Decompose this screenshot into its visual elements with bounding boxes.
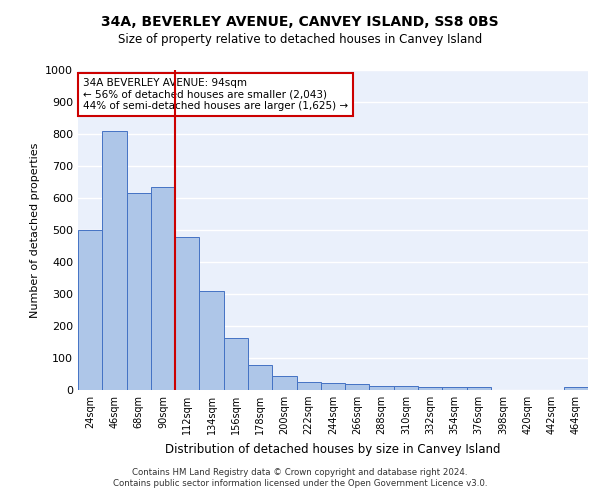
Bar — [151, 187, 175, 390]
Bar — [467, 388, 491, 390]
Bar — [102, 132, 127, 390]
Bar — [442, 388, 467, 390]
Text: 34A BEVERLEY AVENUE: 94sqm
← 56% of detached houses are smaller (2,043)
44% of s: 34A BEVERLEY AVENUE: 94sqm ← 56% of deta… — [83, 78, 348, 111]
Bar — [296, 382, 321, 390]
Bar — [78, 230, 102, 390]
Text: Size of property relative to detached houses in Canvey Island: Size of property relative to detached ho… — [118, 32, 482, 46]
Bar — [345, 384, 370, 390]
Bar — [418, 387, 442, 390]
Y-axis label: Number of detached properties: Number of detached properties — [29, 142, 40, 318]
Text: Contains HM Land Registry data © Crown copyright and database right 2024.
Contai: Contains HM Land Registry data © Crown c… — [113, 468, 487, 487]
Bar — [127, 193, 151, 390]
Bar — [175, 237, 199, 390]
Bar — [224, 338, 248, 390]
Text: 34A, BEVERLEY AVENUE, CANVEY ISLAND, SS8 0BS: 34A, BEVERLEY AVENUE, CANVEY ISLAND, SS8… — [101, 15, 499, 29]
Bar — [199, 292, 224, 390]
Bar — [394, 386, 418, 390]
Bar — [272, 376, 296, 390]
X-axis label: Distribution of detached houses by size in Canvey Island: Distribution of detached houses by size … — [165, 442, 501, 456]
Bar — [248, 364, 272, 390]
Bar — [564, 388, 588, 390]
Bar — [321, 383, 345, 390]
Bar — [370, 386, 394, 390]
